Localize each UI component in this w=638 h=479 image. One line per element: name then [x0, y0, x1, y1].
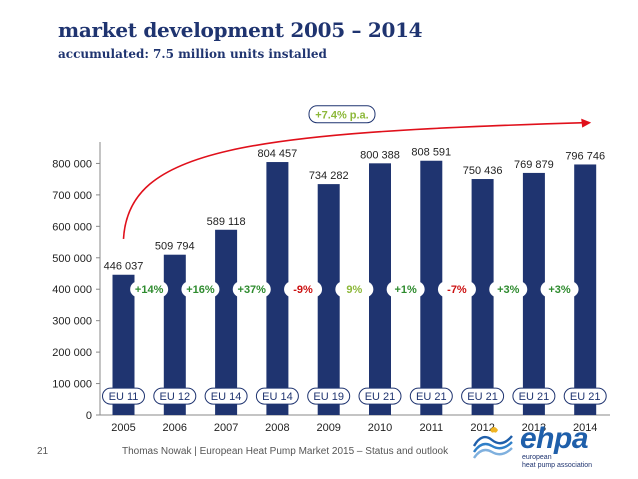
- trend-badge: [308, 105, 376, 124]
- y-tick-label: 0: [86, 410, 92, 422]
- x-tick-label: 2010: [368, 422, 392, 434]
- logo-wordmark: ehpa: [520, 422, 589, 455]
- eu-badge: [512, 387, 556, 405]
- eu-badge-label: EU 21: [365, 391, 396, 403]
- y-tick-label: 600 000: [52, 221, 92, 233]
- growth-badge: [386, 281, 425, 298]
- bar-value-label: 808 591: [411, 147, 451, 159]
- y-tick-label: 200 000: [52, 347, 92, 359]
- bar: [112, 274, 135, 415]
- y-tick-label: 300 000: [52, 316, 92, 328]
- bar: [369, 163, 391, 415]
- bar: [574, 164, 597, 415]
- eu-badge-label: EU 21: [570, 391, 601, 403]
- x-tick-label: 2013: [522, 422, 546, 434]
- bar-value-label: 769 879: [514, 159, 554, 171]
- eu-badge-label: EU 21: [519, 391, 550, 403]
- trend-arrow-head-icon: [581, 118, 592, 128]
- eu-badge-label: EU 12: [160, 391, 191, 403]
- growth-label: +1%: [394, 284, 417, 296]
- logo-line2: heat pump association: [522, 462, 593, 469]
- eu-badge: [153, 387, 197, 405]
- bar: [215, 229, 238, 415]
- bar-value-label: 804 457: [258, 148, 298, 160]
- bar: [266, 162, 289, 415]
- slide-title: market development 2005 – 2014: [58, 18, 423, 42]
- logo-subtext: european heat pump association: [522, 454, 592, 470]
- growth-label: 9%: [346, 284, 362, 296]
- eu-badge: [461, 387, 505, 405]
- x-tick-label: 2011: [419, 422, 443, 434]
- bar-value-label: 509 794: [155, 241, 195, 253]
- eu-badge-label: EU 14: [262, 391, 293, 403]
- bar-value-label: 589 118: [207, 216, 246, 228]
- x-tick-label: 2006: [163, 422, 187, 434]
- bar-value-label: 734 282: [309, 170, 349, 182]
- bar: [420, 160, 443, 415]
- bar-value-label: 800 388: [360, 149, 400, 161]
- growth-badge: [284, 281, 323, 298]
- growth-label: -9%: [293, 284, 313, 296]
- logo-line1: european: [522, 454, 552, 461]
- eu-badge-label: EU 21: [467, 391, 498, 403]
- growth-label: +3%: [497, 284, 520, 296]
- growth-badge: [540, 281, 579, 298]
- growth-badge: [489, 281, 528, 298]
- x-tick-label: 2005: [111, 422, 135, 434]
- eu-badge: [409, 387, 453, 405]
- growth-label: +14%: [135, 284, 164, 296]
- bar: [522, 172, 545, 415]
- growth-badge: [335, 281, 374, 298]
- eu-badge: [204, 387, 248, 405]
- growth-label: +37%: [238, 284, 267, 296]
- slide-subtitle: accumulated: 7.5 million units installed: [58, 47, 327, 61]
- heat-pump-logo-icon: [472, 427, 513, 459]
- eu-badge-label: EU 21: [416, 391, 447, 403]
- bar-value-label: 446 037: [104, 261, 144, 273]
- growth-badge: [232, 281, 271, 298]
- bar: [317, 184, 340, 415]
- eu-badge: [563, 387, 607, 405]
- trend-arrow-line: [122, 121, 590, 239]
- eu-badge: [307, 387, 351, 405]
- eu-badge: [358, 387, 402, 405]
- x-tick-label: 2008: [265, 422, 289, 434]
- growth-badge: [181, 281, 220, 298]
- x-tick-label: 2009: [316, 422, 340, 434]
- eu-badge-label: EU 11: [109, 391, 139, 403]
- trend-label: +7.4% p.a.: [315, 110, 369, 122]
- x-tick-label: 2007: [214, 422, 238, 434]
- growth-label: +3%: [548, 284, 571, 296]
- page-number: 21: [37, 446, 49, 457]
- growth-label: -7%: [447, 284, 467, 296]
- y-tick-label: 800 000: [52, 158, 92, 170]
- growth-badge: [437, 281, 476, 298]
- eu-badge: [102, 387, 145, 405]
- y-tick-label: 700 000: [52, 190, 92, 202]
- y-tick-label: 100 000: [52, 379, 92, 391]
- footer-text: Thomas Nowak | European Heat Pump Market…: [122, 446, 449, 457]
- eu-badge: [255, 387, 299, 405]
- bar: [163, 254, 186, 415]
- eu-badge-label: EU 19: [313, 391, 344, 403]
- x-tick-label: 2014: [573, 422, 597, 434]
- bar-value-label: 796 746: [565, 150, 605, 162]
- y-tick-label: 500 000: [52, 253, 92, 265]
- ehpa-logo: ehpa european heat pump association: [470, 422, 630, 474]
- eu-badge-label: EU 14: [211, 391, 242, 403]
- growth-badge: [130, 281, 169, 298]
- x-tick-label: 2012: [470, 422, 494, 434]
- bar: [471, 179, 494, 415]
- growth-label: +16%: [186, 284, 215, 296]
- bar-value-label: 750 436: [463, 165, 503, 177]
- y-tick-label: 400 000: [52, 284, 92, 296]
